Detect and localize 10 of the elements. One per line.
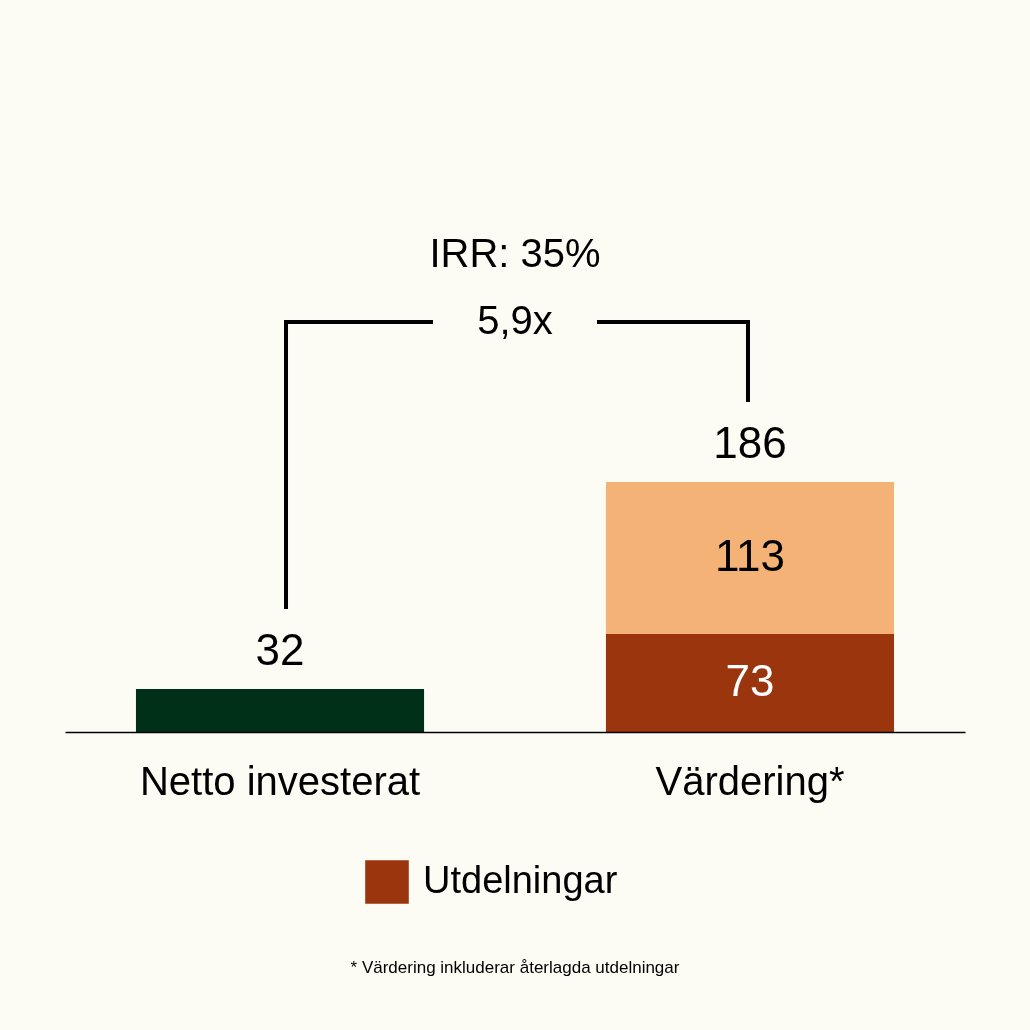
legend-label: Utdelningar	[423, 859, 618, 901]
data-label: 73	[725, 655, 775, 705]
text: IRR: 35%	[429, 231, 601, 275]
data-label: 32	[255, 624, 305, 674]
x-tick-label: Netto investerat	[139, 758, 421, 803]
text: 5,9x	[477, 298, 553, 342]
total-label: 186	[713, 418, 787, 467]
data-label: 113	[714, 530, 786, 580]
text: * Värdering inkluderar återlagda utdelningar	[350, 958, 680, 977]
x-tick-label: Värdering*	[655, 758, 845, 803]
